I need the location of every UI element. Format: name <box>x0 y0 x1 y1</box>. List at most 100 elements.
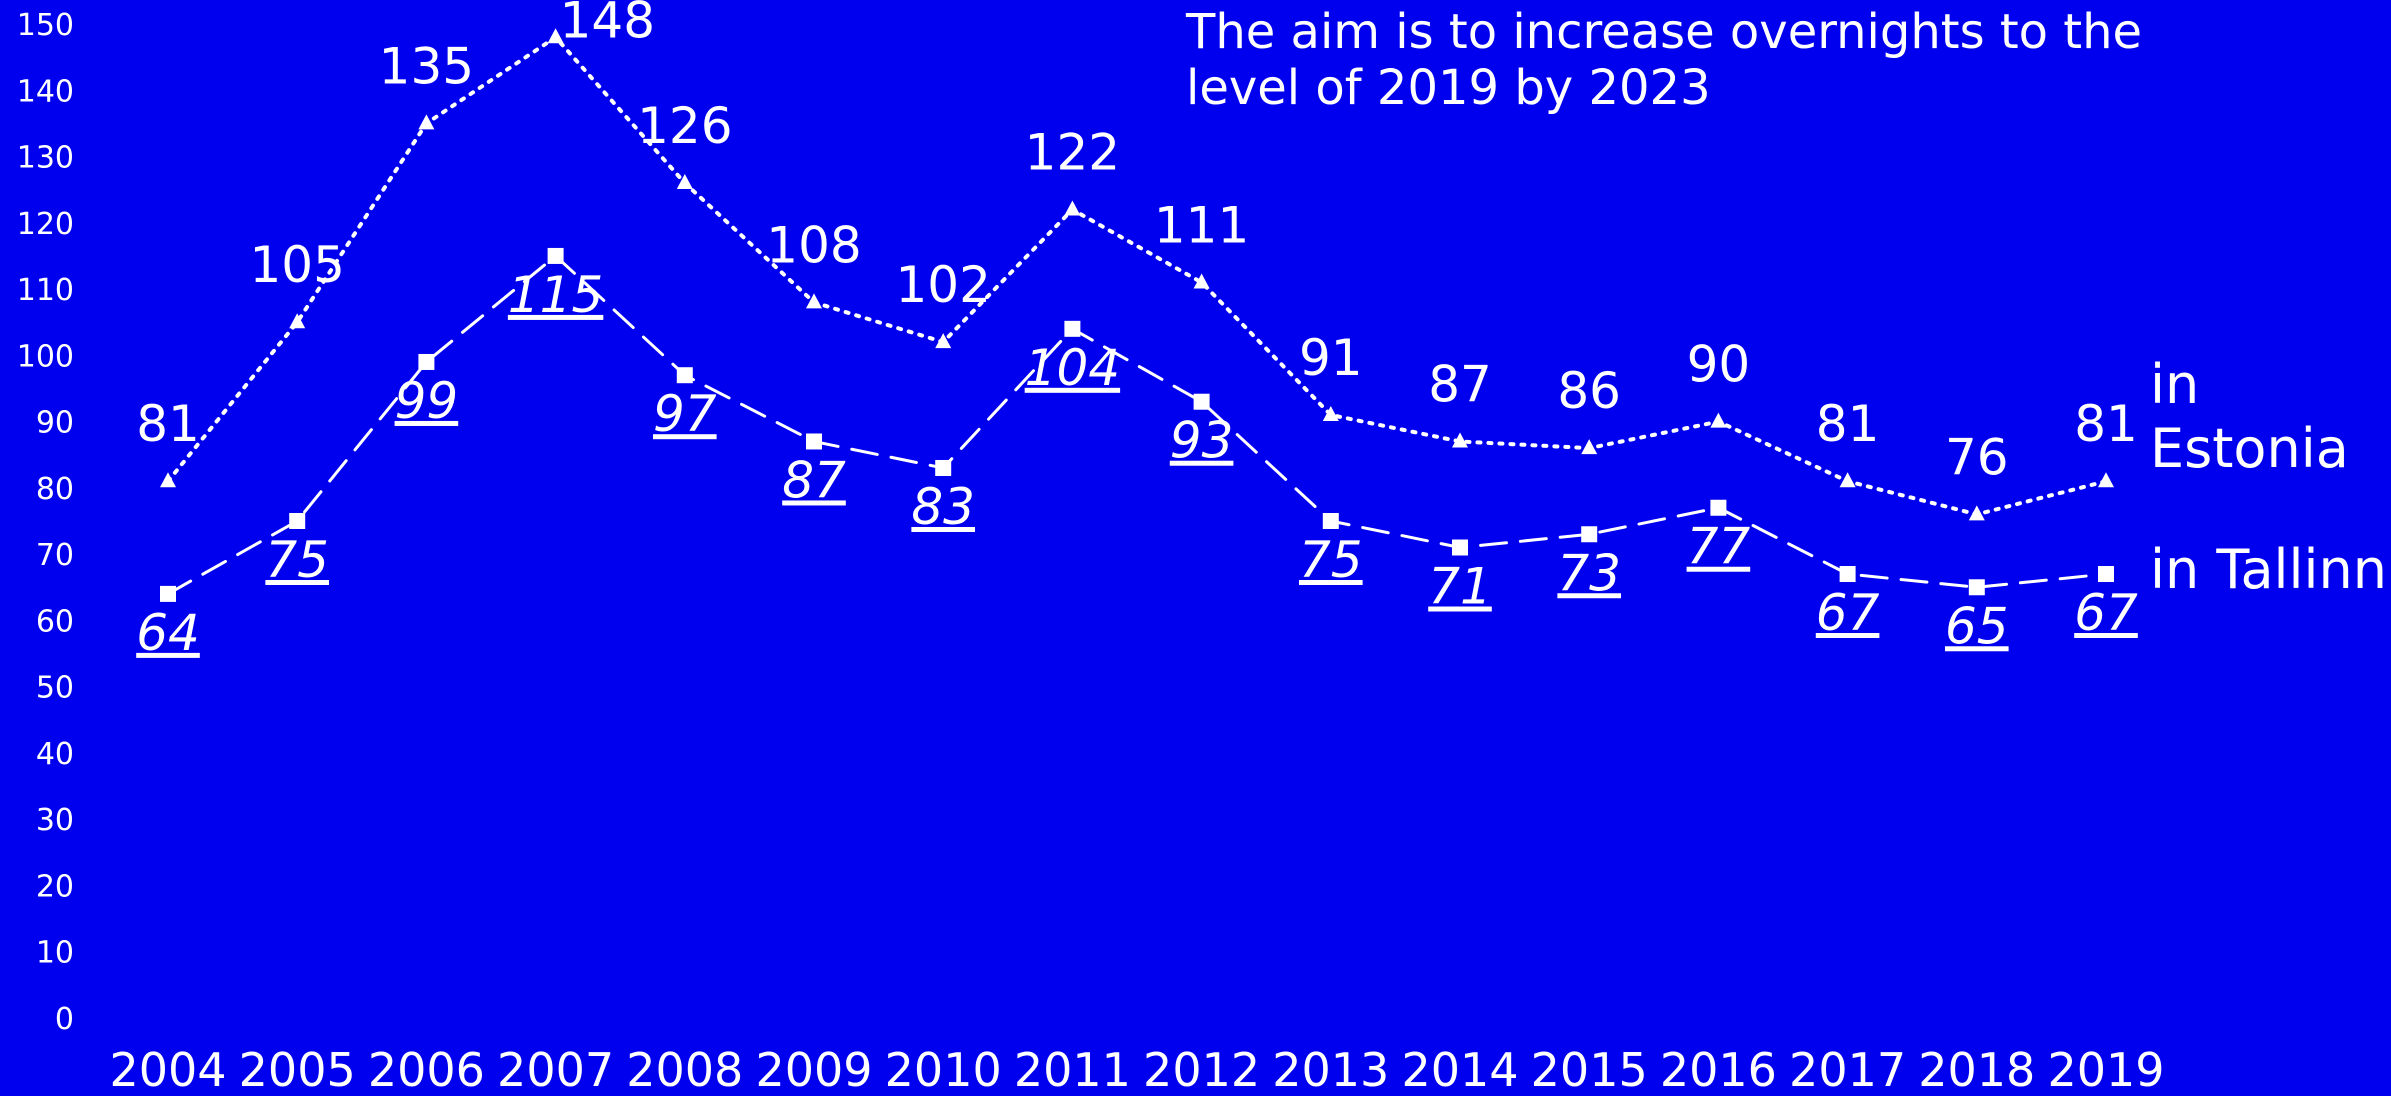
data-point-marker <box>1064 200 1081 216</box>
data-label: 75 <box>1299 531 1363 589</box>
x-tick-label: 2011 <box>1014 1043 1131 1092</box>
y-tick-label: 10 <box>36 936 74 971</box>
data-label: 93 <box>1170 412 1234 470</box>
y-tick-label: 90 <box>36 406 74 441</box>
data-label: 81 <box>2074 395 2138 453</box>
data-point-marker <box>1581 439 1598 455</box>
data-label: 148 <box>560 0 655 49</box>
data-point-marker <box>1968 579 1985 596</box>
series-markers <box>160 28 2114 602</box>
y-tick-label: 140 <box>17 74 74 109</box>
data-label: 86 <box>1557 362 1621 420</box>
data-label: 75 <box>265 531 329 589</box>
data-point-marker <box>1193 273 1210 289</box>
data-point-marker <box>418 353 435 370</box>
annotation-line: level of 2019 by 2023 <box>1186 60 1711 116</box>
data-point-marker <box>1064 320 1081 337</box>
data-point-marker <box>1193 393 1210 410</box>
data-point-marker <box>1322 513 1339 529</box>
data-label: 64 <box>136 604 200 662</box>
annotation-line: The aim is to increase overnights to the <box>1185 4 2142 60</box>
data-label: 87 <box>1428 355 1492 413</box>
x-tick-label: 2015 <box>1531 1043 1648 1092</box>
data-label: 97 <box>653 385 717 443</box>
data-label: 71 <box>1428 558 1492 616</box>
data-label: 73 <box>1557 544 1621 602</box>
data-point-marker <box>1839 566 1856 583</box>
x-tick-label: 2017 <box>1789 1043 1906 1092</box>
data-point-marker <box>1322 405 1339 421</box>
data-point-marker <box>1581 526 1598 543</box>
data-point-marker <box>1710 499 1727 516</box>
data-label: 126 <box>637 97 732 155</box>
series-lines <box>166 34 2108 596</box>
data-point-marker <box>289 313 306 329</box>
data-point-marker <box>1968 505 1985 521</box>
data-point-marker <box>1452 539 1468 556</box>
x-tick-label: 2006 <box>368 1043 485 1092</box>
y-tick-label: 0 <box>55 1002 74 1037</box>
y-tick-label: 40 <box>36 737 74 772</box>
x-tick-label: 2008 <box>626 1043 743 1092</box>
y-tick-label: 30 <box>36 803 74 838</box>
x-tick-label: 2019 <box>2047 1043 2164 1092</box>
data-point-marker <box>160 472 176 488</box>
data-point-marker <box>160 585 176 602</box>
series-name-label: in Tallinn <box>2150 538 2387 601</box>
data-label: 67 <box>2074 584 2138 642</box>
data-point-marker <box>418 114 435 130</box>
x-tick-label: 2014 <box>1401 1043 1518 1092</box>
data-labels: 81 105 135 148 126 108 102 122 111 91 87 86 90 81 76 81… <box>136 0 2138 662</box>
annotation: The aim is to increase overnights to the… <box>1185 4 2142 116</box>
data-point-marker <box>676 367 693 384</box>
x-tick-label: 2004 <box>109 1043 226 1092</box>
y-tick-label: 150 <box>17 8 74 43</box>
y-tick-label: 80 <box>36 472 74 507</box>
data-label: 104 <box>1025 339 1120 397</box>
x-tick-label: 2018 <box>1918 1043 2035 1092</box>
data-point-marker <box>806 433 822 450</box>
data-point-marker <box>2098 566 2114 583</box>
data-label: 135 <box>379 37 474 95</box>
series-line <box>166 34 2108 517</box>
y-tick-label: 110 <box>17 273 74 308</box>
data-point-marker <box>547 247 564 264</box>
data-point-marker <box>1839 472 1856 488</box>
data-label: 105 <box>249 236 344 294</box>
data-point-marker <box>1710 412 1727 428</box>
data-label: 67 <box>1816 584 1880 642</box>
data-point-marker <box>935 333 952 349</box>
y-tick-label: 60 <box>36 604 74 639</box>
data-label: 108 <box>766 216 861 274</box>
y-axis-ticks: 0 10 20 30 40 50 60 70 80 90 100 110 120 130 140 150 <box>17 8 74 1037</box>
data-label: 77 <box>1687 518 1751 576</box>
x-tick-label: 2016 <box>1660 1043 1777 1092</box>
data-label: 102 <box>895 256 990 314</box>
data-label: 99 <box>395 372 459 430</box>
data-point-marker <box>935 459 952 476</box>
data-label: 83 <box>911 478 975 536</box>
data-label: 81 <box>1816 395 1880 453</box>
y-tick-label: 70 <box>36 538 74 573</box>
y-tick-label: 50 <box>36 671 74 706</box>
data-label: 81 <box>136 395 200 453</box>
data-point-marker <box>676 174 693 190</box>
data-label: 111 <box>1154 196 1249 254</box>
x-tick-label: 2010 <box>885 1043 1002 1092</box>
data-label: 91 <box>1299 329 1363 387</box>
x-tick-label: 2007 <box>497 1043 614 1092</box>
data-label: 65 <box>1945 597 2009 655</box>
data-label: 87 <box>782 451 846 509</box>
y-tick-label: 20 <box>36 869 74 904</box>
x-tick-label: 2009 <box>755 1043 872 1092</box>
x-axis-ticks: 2004 2005 2006 2007 2008 2009 2010 2011 2012 2013… <box>109 1043 2164 1096</box>
x-tick-label: 2013 <box>1272 1043 1389 1092</box>
data-label: 76 <box>1945 428 2009 486</box>
data-point-marker <box>806 293 822 309</box>
x-tick-label: 2012 <box>1143 1043 1260 1092</box>
data-point-marker <box>547 28 564 44</box>
data-label: 90 <box>1687 336 1751 394</box>
